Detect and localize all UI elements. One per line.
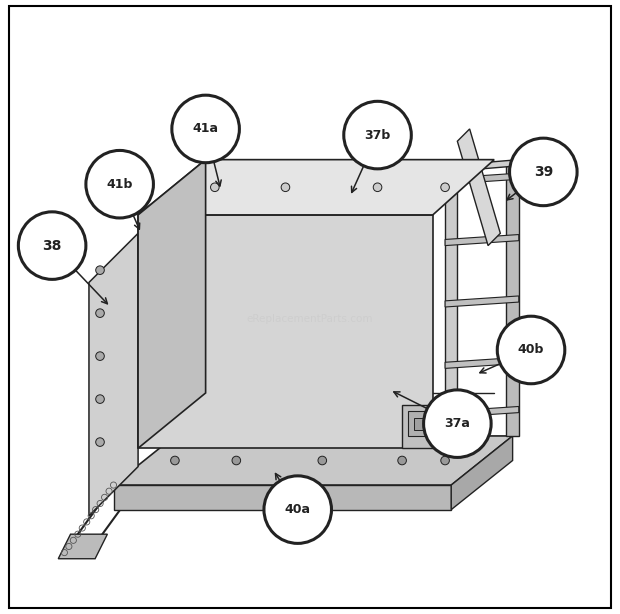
Polygon shape xyxy=(408,411,445,436)
Circle shape xyxy=(170,456,179,465)
Circle shape xyxy=(95,438,104,446)
Polygon shape xyxy=(445,172,458,436)
Polygon shape xyxy=(445,296,519,307)
Text: 41b: 41b xyxy=(107,177,133,191)
Circle shape xyxy=(343,101,411,169)
Circle shape xyxy=(172,95,239,163)
Polygon shape xyxy=(445,357,519,368)
Circle shape xyxy=(95,266,104,274)
Polygon shape xyxy=(138,160,494,215)
Circle shape xyxy=(423,390,491,457)
Polygon shape xyxy=(58,534,107,559)
Text: 41a: 41a xyxy=(193,122,219,136)
Text: 37a: 37a xyxy=(445,417,471,430)
Polygon shape xyxy=(138,215,433,448)
Polygon shape xyxy=(138,160,206,448)
Circle shape xyxy=(95,395,104,403)
Text: 37b: 37b xyxy=(365,128,391,142)
Polygon shape xyxy=(445,160,519,172)
Polygon shape xyxy=(113,485,451,510)
Circle shape xyxy=(232,456,241,465)
Circle shape xyxy=(497,316,565,384)
Circle shape xyxy=(398,456,406,465)
Circle shape xyxy=(441,183,450,192)
Text: 38: 38 xyxy=(42,239,62,252)
Text: 40a: 40a xyxy=(285,503,311,516)
Circle shape xyxy=(264,476,332,543)
FancyBboxPatch shape xyxy=(9,6,611,608)
Text: 40b: 40b xyxy=(518,343,544,357)
Polygon shape xyxy=(89,233,138,516)
Circle shape xyxy=(211,183,219,192)
Circle shape xyxy=(19,212,86,279)
Polygon shape xyxy=(113,436,513,485)
Polygon shape xyxy=(507,166,519,436)
Circle shape xyxy=(441,456,450,465)
Circle shape xyxy=(281,183,290,192)
Polygon shape xyxy=(458,129,500,246)
Circle shape xyxy=(510,138,577,206)
Text: 39: 39 xyxy=(534,165,553,179)
Polygon shape xyxy=(402,405,451,448)
Text: eReplacementParts.com: eReplacementParts.com xyxy=(247,314,373,324)
Polygon shape xyxy=(451,436,513,510)
Polygon shape xyxy=(414,418,439,430)
Circle shape xyxy=(318,456,327,465)
Polygon shape xyxy=(445,173,519,184)
Circle shape xyxy=(95,309,104,317)
Circle shape xyxy=(373,183,382,192)
Circle shape xyxy=(95,352,104,360)
Polygon shape xyxy=(445,406,519,418)
Polygon shape xyxy=(445,235,519,246)
Circle shape xyxy=(86,150,153,218)
